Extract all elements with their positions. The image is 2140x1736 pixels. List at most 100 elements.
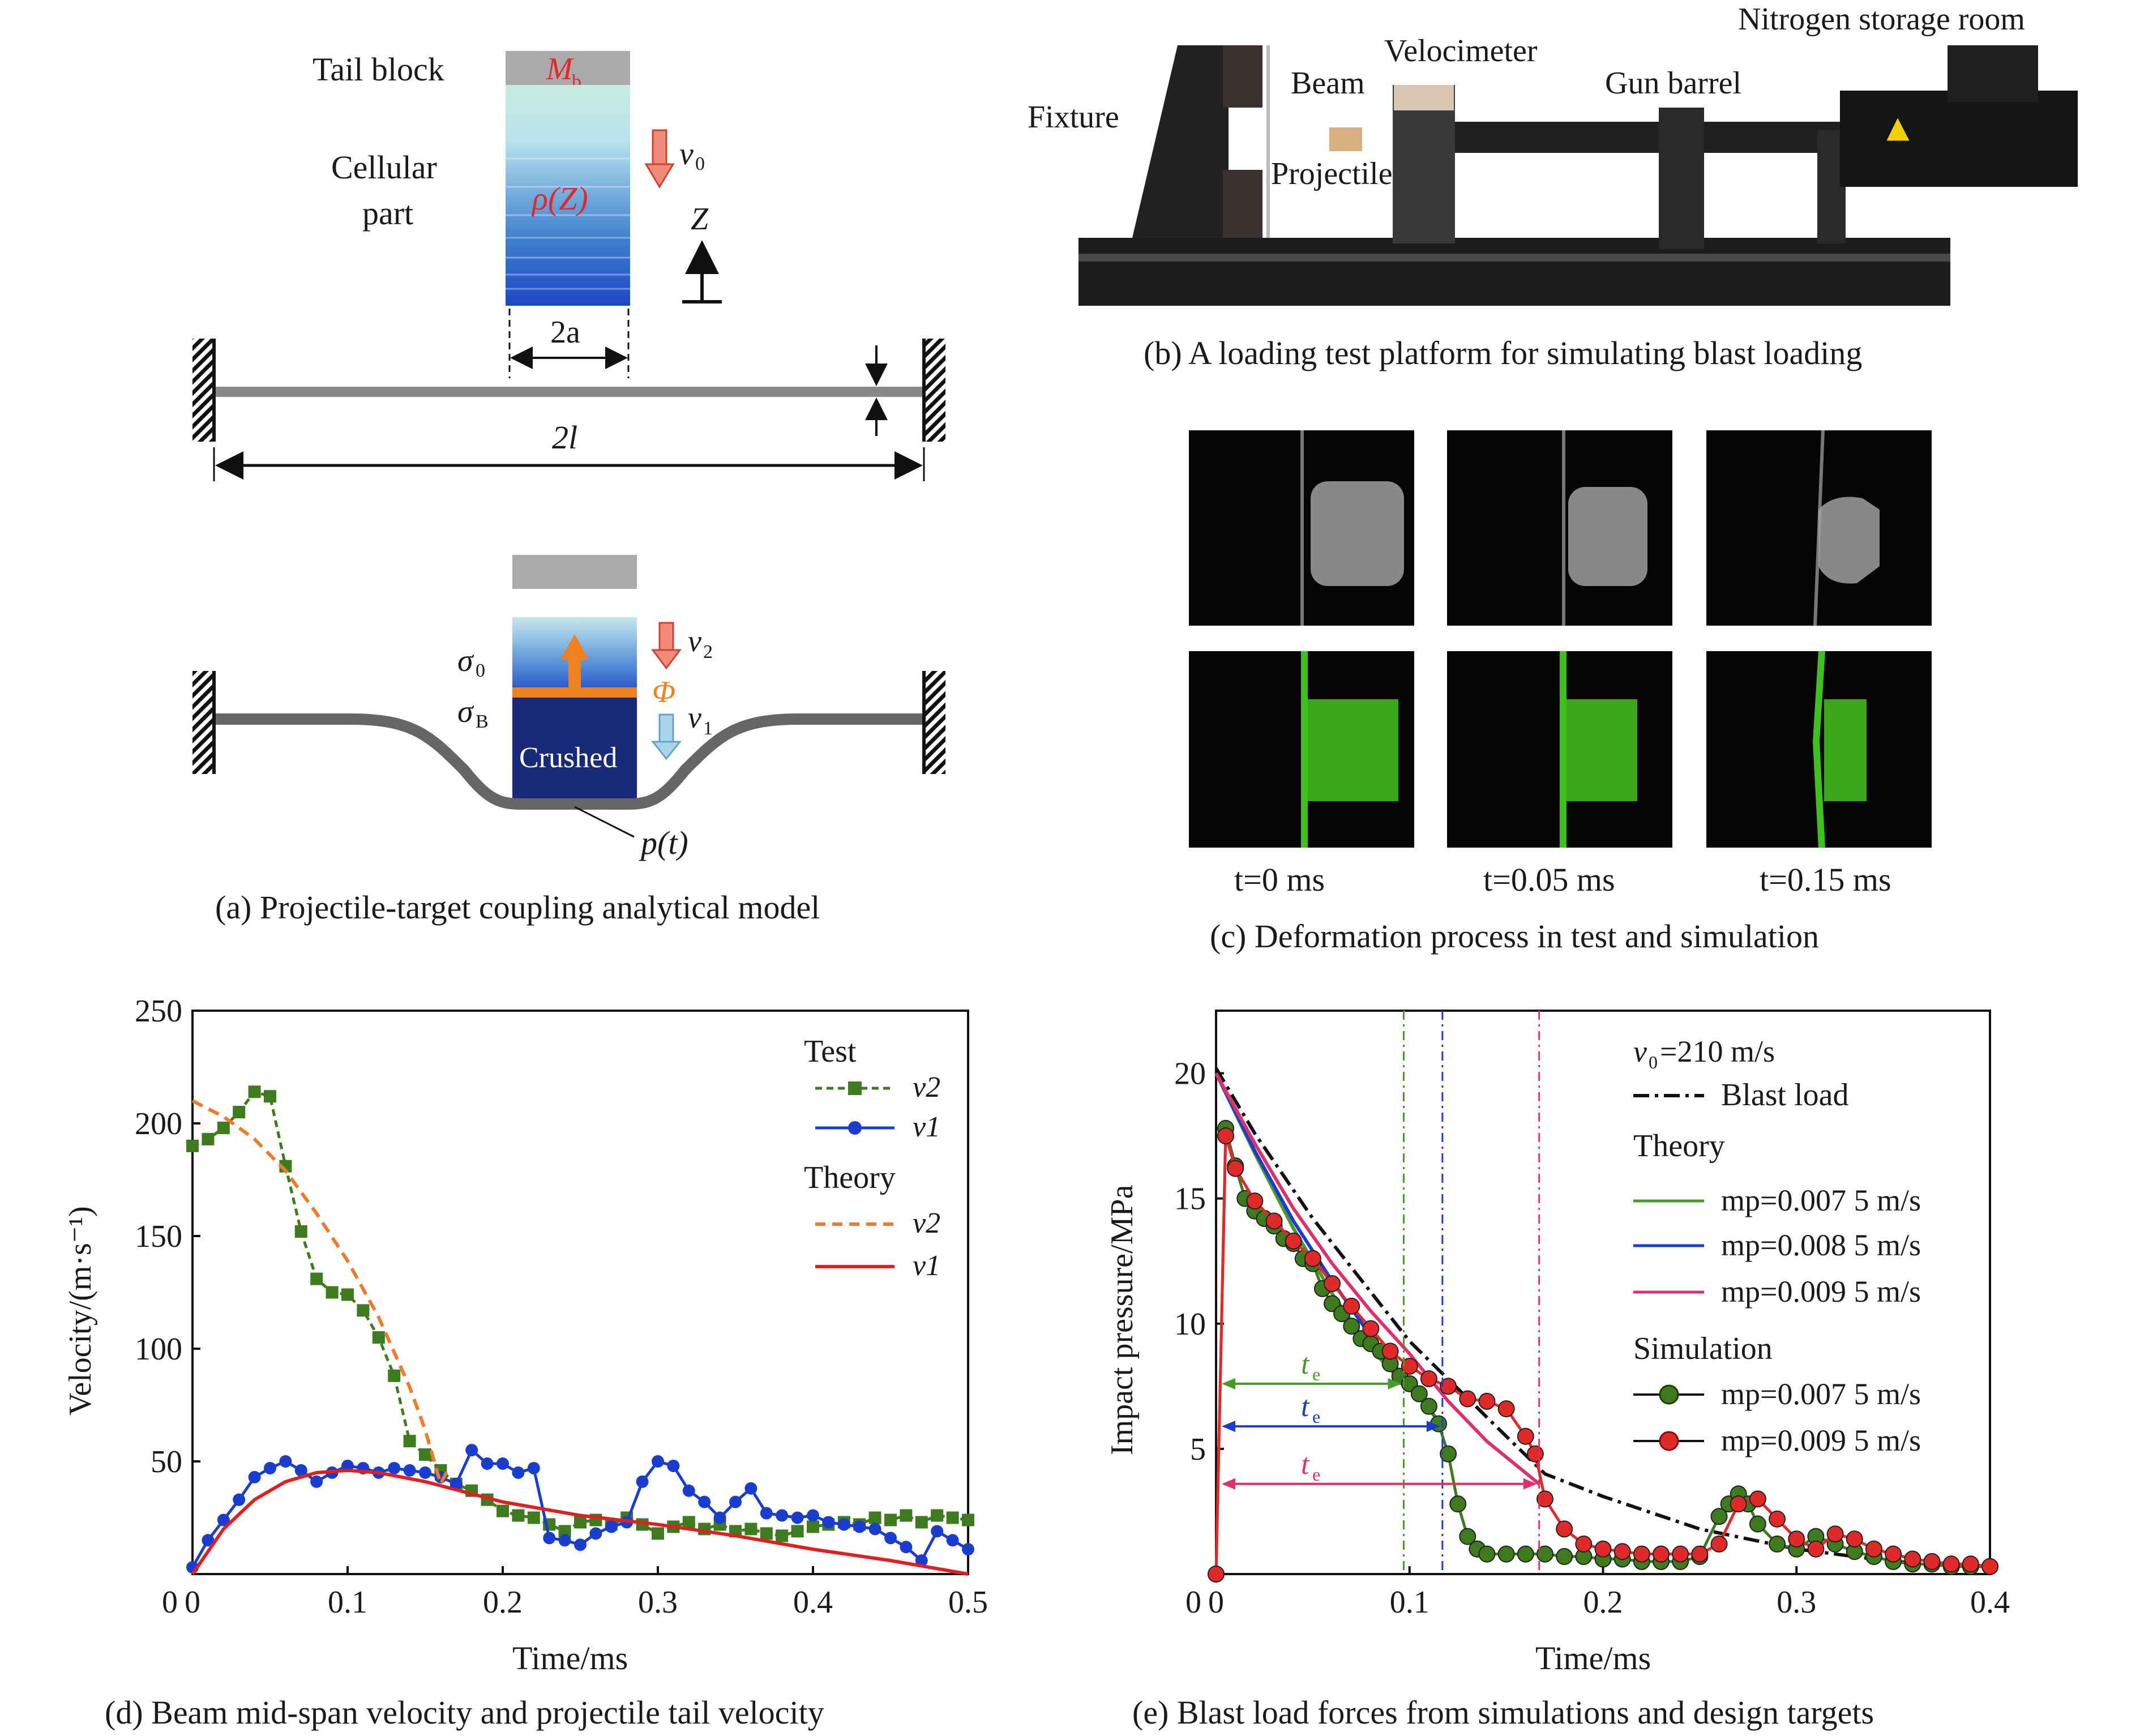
- chart-d-point: [450, 1477, 463, 1490]
- chart-d-point: [512, 1466, 525, 1479]
- panel-b: Nitrogen storage room Velocimeter Beam G…: [1028, 2, 2083, 371]
- chart-e-point: [1769, 1510, 1786, 1528]
- chart-d-point: [760, 1527, 773, 1540]
- chart-d-point: [807, 1509, 819, 1522]
- barrel-support-1: [1659, 108, 1704, 249]
- chart-d-point: [558, 1525, 571, 1538]
- projectile-photo: [1329, 127, 1362, 151]
- chart-d-point: [217, 1513, 230, 1527]
- cellular-part: [506, 85, 630, 306]
- chart-d-point: [589, 1527, 602, 1540]
- legend-e-sim-2-marker: [1659, 1431, 1679, 1451]
- chart-e-xtick-label: 0.1: [1390, 1585, 1429, 1620]
- chart-d-xlabel: Time/ms: [512, 1640, 628, 1677]
- chart-d-point: [713, 1511, 726, 1524]
- chart-e-point: [1440, 1378, 1457, 1395]
- chart-e-xlabel: Time/ms: [1535, 1640, 1651, 1677]
- chart-e-legend: v 0 =210 m/s Blast load Theory mp=0.007 …: [1633, 1034, 1921, 1457]
- chart-d-xtick-label: 0.4: [793, 1585, 833, 1620]
- right-fixed-support-2: [922, 671, 945, 774]
- chart-e-point: [1401, 1357, 1418, 1375]
- panel-a: M b ρ(Z) Tail block Cellular part v 0 Z …: [192, 51, 945, 926]
- chart-d-series-line-2: [191, 1099, 450, 1486]
- chart-d-origin-label: 0: [162, 1585, 178, 1620]
- tail-block-deformed: [512, 555, 637, 589]
- chart-d-point: [527, 1461, 540, 1474]
- chart-d-point: [217, 1121, 230, 1134]
- beam-top: [215, 387, 923, 397]
- time-label-3: t=0.15 ms: [1760, 861, 1891, 898]
- chart-d-ytick-label: 100: [135, 1332, 182, 1367]
- chart-d-point: [419, 1448, 431, 1461]
- chart-e-te-label: t: [1301, 1348, 1310, 1380]
- chart-d-ytick-label: 200: [135, 1106, 182, 1141]
- chart-d-xtick-label: 0: [185, 1585, 200, 1620]
- chart-e-point: [1497, 1400, 1515, 1418]
- chart-e-point: [1904, 1550, 1921, 1568]
- legend-d-v2-test: v2: [913, 1071, 940, 1104]
- chart-e-point: [1440, 1445, 1457, 1463]
- chart-e-point: [1246, 1192, 1264, 1210]
- legend-e-condition-sub: 0: [1649, 1052, 1658, 1072]
- chart-e-point: [1227, 1160, 1244, 1177]
- chart-d-point: [822, 1516, 835, 1529]
- cellular-label-2: part: [362, 195, 413, 232]
- legend-d-v1-test: v1: [913, 1111, 940, 1143]
- panel-d-caption: (d) Beam mid-span velocity and projectil…: [105, 1694, 824, 1731]
- sigma0-arrow: [560, 634, 589, 690]
- v0-arrow: [644, 129, 675, 189]
- cellular-label-1: Cellular: [331, 149, 437, 186]
- chart-d-point: [652, 1455, 664, 1468]
- nitrogen-top-unit: [1948, 45, 2038, 102]
- chart-e-te-arrowhead-left: [1222, 1421, 1235, 1433]
- chart-d-point: [512, 1509, 525, 1522]
- chart-d-point: [403, 1464, 416, 1477]
- chart-d-frame: [191, 1010, 969, 1575]
- fixture-clamp-bottom: [1223, 170, 1262, 238]
- chart-e-te-sub: e: [1312, 1464, 1320, 1485]
- chart-d-point: [962, 1543, 974, 1556]
- chart-d-point: [574, 1538, 587, 1551]
- chart-e-point: [1381, 1342, 1399, 1360]
- chart-d-point: [357, 1304, 370, 1317]
- chart-e-point: [1285, 1232, 1302, 1250]
- chart-d-point: [931, 1525, 944, 1538]
- chart-e-point: [1536, 1490, 1553, 1508]
- panel-b-caption: (b) A loading test platform for simulati…: [1144, 335, 1862, 371]
- chart-d-point: [310, 1475, 323, 1488]
- chart-d-series-line-0: [192, 1090, 969, 1537]
- legend-d-square: [848, 1081, 862, 1095]
- legend-e-blast: Blast load: [1721, 1077, 1849, 1113]
- chart-e-xtick-label: 0.3: [1777, 1585, 1816, 1620]
- time-label-1: t=0 ms: [1234, 861, 1325, 898]
- chart-d-point: [543, 1532, 556, 1545]
- chart-e-te-label: t: [1301, 1391, 1310, 1423]
- chart-d-point: [791, 1511, 804, 1524]
- chart-e-xtick-label: 0.4: [1970, 1585, 2010, 1620]
- v1-sub: 1: [703, 718, 713, 739]
- chart-d-point: [558, 1534, 571, 1547]
- chart-d-point: [946, 1534, 959, 1547]
- left-fixed-support-2: [192, 671, 216, 774]
- chart-e-point: [1556, 1520, 1573, 1538]
- chart-d-point: [900, 1509, 913, 1522]
- chart-d-ytick-label: 150: [135, 1219, 182, 1254]
- chart-e-point: [1710, 1535, 1728, 1553]
- chart-e-point: [1672, 1545, 1689, 1563]
- v1-symbol: v: [688, 700, 701, 734]
- chart-e-point: [1459, 1390, 1476, 1408]
- phi-label: Φ: [652, 675, 675, 709]
- z-axis-icon: [682, 240, 722, 303]
- chart-d-point: [652, 1527, 664, 1540]
- chart-e-ytick-label: 20: [1174, 1057, 1206, 1092]
- chart-d-marks: [186, 1085, 974, 1576]
- chart-d-point: [900, 1541, 913, 1554]
- chart-e-te-sub: e: [1312, 1406, 1320, 1427]
- chart-e-point: [1769, 1535, 1786, 1553]
- chart-d-point: [868, 1511, 881, 1524]
- sigma0-sub: 0: [476, 660, 485, 681]
- chart-d-point: [481, 1457, 494, 1470]
- width-dimension: [508, 309, 630, 378]
- chart-e-point: [1420, 1370, 1437, 1388]
